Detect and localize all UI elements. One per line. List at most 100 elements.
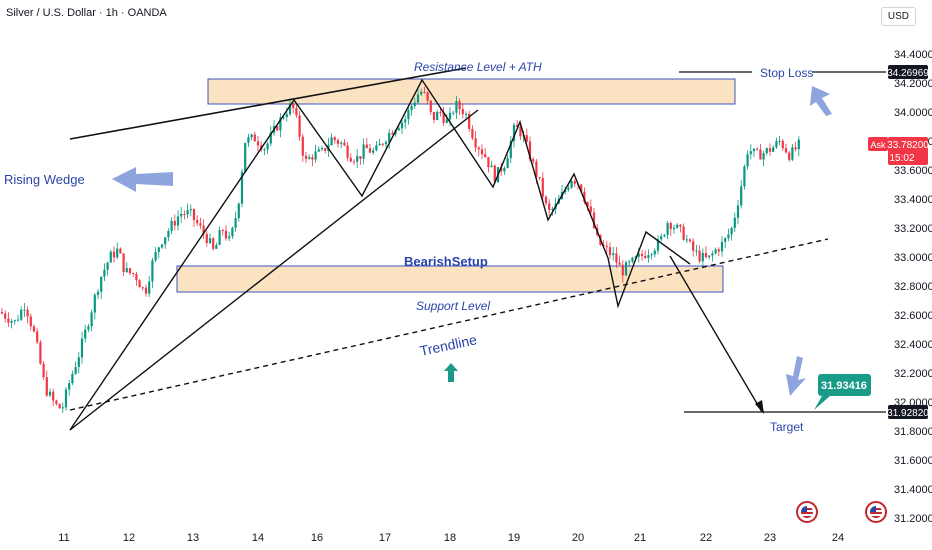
time-tick: 23 — [764, 532, 776, 544]
candle-body — [308, 157, 311, 159]
candle-body — [432, 111, 436, 120]
candle-body — [442, 112, 445, 123]
candle-body — [176, 216, 180, 226]
up-right-arrow — [810, 86, 832, 116]
candle-body — [173, 220, 176, 226]
candle-body — [592, 212, 596, 228]
candle-body — [660, 236, 663, 240]
candle-body — [605, 245, 608, 248]
candle-body — [679, 224, 682, 227]
candle-body — [474, 138, 477, 148]
ask-label: Ask — [870, 140, 886, 150]
time-tick: 18 — [444, 532, 456, 544]
us-flag-icon[interactable] — [796, 501, 818, 523]
candle-body — [788, 152, 791, 160]
candle-body — [4, 313, 7, 319]
candle-body — [352, 161, 356, 163]
candle-body — [701, 253, 704, 262]
candle-body — [343, 142, 346, 146]
candle-body — [320, 148, 324, 150]
wedge-zigzag-line — [69, 78, 691, 431]
candle-body — [77, 357, 80, 368]
candle-body — [13, 320, 16, 322]
candle-body — [493, 165, 496, 183]
price-tick: 33.20000 — [894, 223, 932, 235]
candle-body — [55, 400, 58, 404]
candle-body — [109, 251, 112, 263]
candle-body — [740, 186, 743, 206]
candle-body — [26, 309, 29, 317]
time-tick: 22 — [700, 532, 712, 544]
candle-body — [538, 176, 541, 179]
candle-body — [346, 145, 349, 158]
candle-body — [397, 128, 400, 131]
ask-price-tag — [888, 137, 928, 165]
candle-body — [436, 111, 439, 120]
time-tick: 13 — [187, 532, 199, 544]
time-tick: 20 — [572, 532, 584, 544]
candle-body — [186, 210, 189, 215]
candle-body — [231, 227, 234, 237]
price-tick: 33.00000 — [894, 252, 932, 264]
candle-body — [39, 342, 42, 364]
candle-body — [640, 253, 644, 256]
candle-body — [426, 92, 429, 101]
candle-body — [180, 213, 183, 217]
candle-body — [256, 141, 260, 146]
price-axis[interactable]: 34.4000034.2000034.0000033.8000033.60000… — [894, 49, 932, 525]
candle-body — [372, 150, 375, 153]
candle-body — [461, 109, 464, 115]
candle-body — [42, 363, 45, 378]
rising-wedge-label: Rising Wedge — [4, 172, 85, 187]
time-tick: 19 — [508, 532, 520, 544]
candle-body — [391, 132, 394, 135]
candle-body — [29, 316, 32, 327]
price-tick: 32.40000 — [894, 339, 932, 351]
candle-body — [519, 126, 522, 137]
candle-body — [368, 148, 372, 153]
candle-body — [7, 318, 10, 323]
candle-body — [791, 147, 794, 160]
candle-body — [711, 253, 714, 256]
candle-body — [631, 257, 634, 262]
candle-body — [87, 326, 90, 330]
candle-body — [477, 147, 480, 150]
candle-body — [628, 261, 631, 263]
candle-body — [356, 156, 359, 162]
candle-body — [570, 180, 573, 188]
candle-body — [797, 139, 800, 150]
candle-body — [157, 247, 160, 252]
candle-body — [253, 134, 256, 142]
candle-body — [116, 248, 119, 258]
candle-body — [535, 161, 538, 177]
candle-body — [154, 251, 157, 261]
candle-body — [384, 142, 388, 145]
candle-body — [663, 234, 666, 237]
time-axis[interactable]: 11 12 13 14 16 17 18 19 20 21 22 23 24 — [58, 532, 844, 544]
candles-group — [0, 86, 800, 414]
candle-body — [768, 148, 772, 152]
candle-body — [471, 128, 474, 139]
candle-body — [84, 329, 87, 339]
candle-body — [656, 239, 660, 251]
candle-body — [359, 156, 362, 159]
candle-body — [36, 331, 39, 343]
time-tick: 21 — [634, 532, 646, 544]
candle-body — [772, 147, 775, 152]
candle-body — [205, 233, 208, 244]
candle-body — [775, 141, 778, 148]
candle-body — [448, 112, 452, 120]
us-flag-icon[interactable] — [865, 501, 887, 523]
candle-body — [218, 230, 221, 245]
candle-body — [244, 142, 247, 172]
candle-body — [445, 119, 448, 123]
candle-body — [52, 391, 55, 401]
candle-body — [228, 236, 231, 239]
candle-body — [567, 187, 570, 190]
candle-body — [119, 248, 122, 254]
countdown: 15:02 — [889, 153, 914, 164]
symbol-title[interactable]: Silver / U.S. Dollar · 1h · OANDA — [6, 7, 167, 19]
candle-body — [468, 113, 471, 129]
currency-button[interactable]: USD — [880, 7, 916, 26]
